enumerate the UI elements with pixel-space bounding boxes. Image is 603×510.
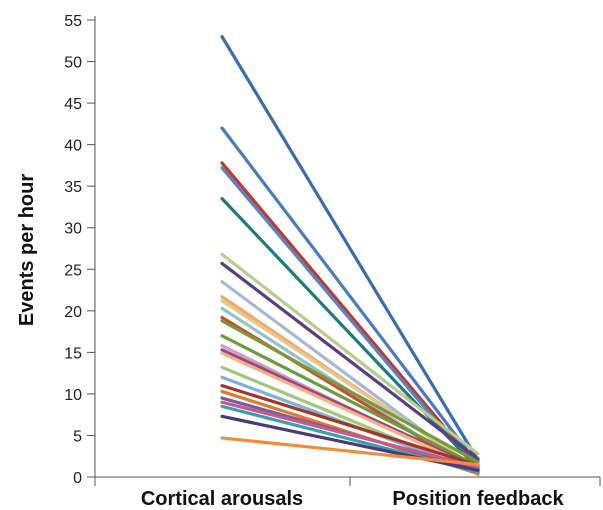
series-line-7 xyxy=(220,261,480,461)
y-tick-label: 35 xyxy=(64,179,82,196)
series-line-10 xyxy=(220,299,480,471)
series-lines xyxy=(220,35,480,477)
series-line-6 xyxy=(220,252,480,456)
x-category-label: Cortical arousals xyxy=(141,488,303,510)
y-tick-label: 40 xyxy=(64,138,82,155)
y-tick-label: 5 xyxy=(73,428,82,445)
series-line-26 xyxy=(220,436,480,467)
series-line-20 xyxy=(220,384,480,467)
y-tick-label: 50 xyxy=(64,55,82,72)
y-tick-label: 45 xyxy=(64,96,82,113)
series-line-1 xyxy=(220,35,480,462)
series-line-17 xyxy=(220,351,480,472)
y-axis: 0 5 10 15 20 25 30 35 40 45 50 55 xyxy=(64,13,96,487)
y-tick-label: 30 xyxy=(64,221,82,238)
x-axis: Cortical arousals Position feedback xyxy=(94,476,601,510)
series-line-23 xyxy=(220,400,480,469)
series-line-13 xyxy=(220,319,480,464)
y-tick-label: 10 xyxy=(64,387,82,404)
series-line-16 xyxy=(220,348,480,470)
y-tick-label: 0 xyxy=(73,470,82,487)
series-line-3 xyxy=(220,161,480,469)
y-axis-title: Events per hour xyxy=(16,174,38,326)
x-category-label: Position feedback xyxy=(392,488,564,510)
series-line-5 xyxy=(220,197,480,471)
y-tick-label: 55 xyxy=(64,13,82,30)
y-tick-label: 15 xyxy=(64,345,82,362)
y-tick-label: 20 xyxy=(64,304,82,321)
y-tick-label: 25 xyxy=(64,262,82,279)
series-line-2 xyxy=(220,126,480,467)
series-line-14 xyxy=(220,334,480,468)
